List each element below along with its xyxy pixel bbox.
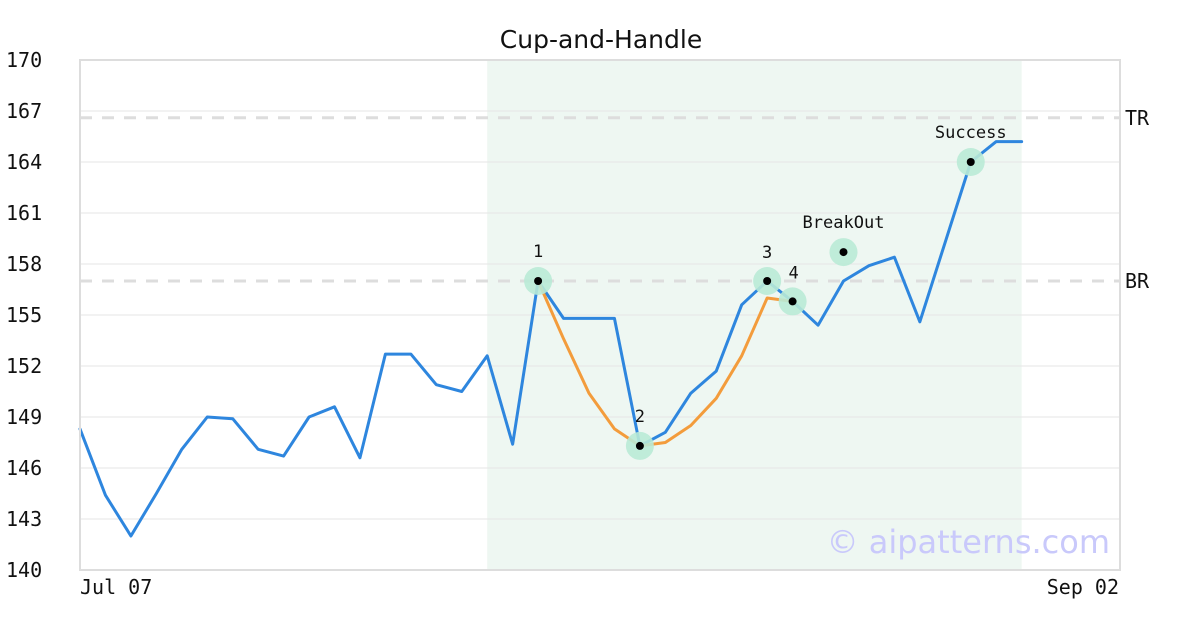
marker-label-breakout: BreakOut	[803, 213, 885, 233]
reference-label-tr: TR	[1125, 106, 1150, 130]
reference-lines-layer: TR BR	[80, 106, 1150, 293]
cup-fit-line	[536, 279, 795, 448]
chart-title: Cup-and-Handle	[500, 25, 702, 54]
x-tick-label-end: Sep 02	[1047, 575, 1119, 599]
y-tick-label-167: 167	[6, 99, 42, 123]
marker-dot-2	[635, 441, 644, 450]
y-tick-label-152: 152	[6, 354, 42, 378]
y-tick-label-155: 155	[6, 303, 42, 327]
y-tick-label-164: 164	[6, 150, 42, 174]
y-tick-label-161: 161	[6, 201, 42, 225]
marker-dot-1	[534, 277, 543, 285]
series-layer	[78, 140, 1024, 538]
y-tick-label-140: 140	[6, 558, 42, 582]
plot-frame	[79, 59, 1121, 571]
markers-layer: 1 2 34 BreakOut Success	[524, 123, 1007, 460]
marker-dot-4	[788, 297, 797, 306]
marker-dot-breakout	[839, 248, 848, 257]
x-tick-label-start: Jul 07	[80, 575, 152, 599]
y-tick-label-170: 170	[6, 48, 42, 72]
ticks-layer: 140 143 146 149 152 155 158 161 164 167 170	[6, 48, 42, 582]
y-tick-label-149: 149	[6, 405, 42, 429]
y-tick-label-143: 143	[6, 507, 42, 531]
y-tick-label-146: 146	[6, 456, 42, 480]
marker-dot-3	[763, 277, 772, 285]
reference-label-br: BR	[1125, 269, 1150, 293]
frame-layer	[79, 59, 1121, 571]
marker-label-2: 2	[635, 407, 645, 427]
marker-label-4: 4	[788, 263, 798, 283]
price-line	[78, 140, 1024, 538]
y-tick-label-158: 158	[6, 252, 42, 276]
marker-label-success: Success	[935, 123, 1007, 143]
marker-dot-success	[966, 158, 975, 166]
marker-label-3: 3	[762, 243, 772, 263]
marker-label-1: 1	[533, 242, 543, 262]
watermark: © aipatterns.com	[827, 523, 1110, 561]
